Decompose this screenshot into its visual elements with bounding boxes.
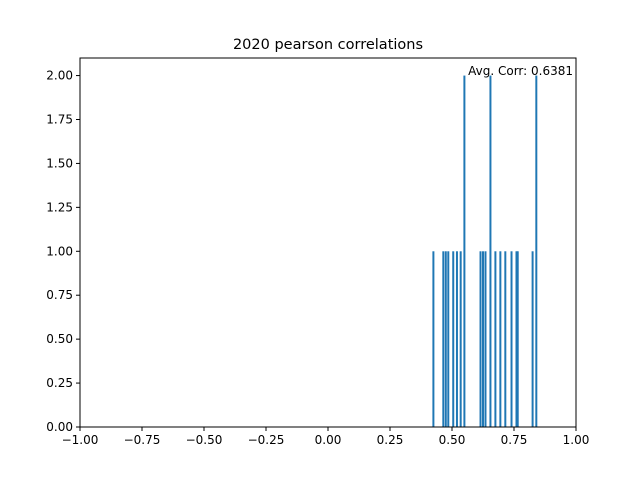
histogram-bar: [516, 251, 519, 427]
y-tick-label: 0.25: [46, 376, 73, 390]
histogram-bar: [442, 251, 445, 427]
histogram-bar: [479, 251, 482, 427]
chart-title: 2020 pearson correlations: [233, 37, 423, 53]
histogram-bar: [504, 251, 507, 427]
histogram-bar: [455, 251, 458, 427]
x-tick-label: −1.00: [62, 433, 99, 447]
histogram-bar: [484, 251, 487, 427]
histogram-bar: [463, 75, 466, 427]
histogram-bar: [482, 251, 484, 427]
histogram-bar: [489, 75, 492, 427]
x-tick-label: 0.75: [501, 433, 528, 447]
y-axis-ticks: 0.00 0.25 0.50 0.75 1.00 1.25 1.50 1.75 2.00: [46, 69, 80, 434]
histogram-bar: [494, 251, 497, 427]
histogram-bar: [531, 251, 534, 427]
bars-group: [432, 75, 538, 427]
avg-corr-annotation: Avg. Corr: 0.6381: [468, 64, 573, 78]
y-tick-label: 0.50: [46, 332, 73, 346]
y-tick-label: 1.00: [46, 244, 73, 258]
x-tick-label: −0.75: [124, 433, 161, 447]
y-tick-label: 0.00: [46, 420, 73, 434]
histogram-bar: [444, 251, 447, 427]
histogram-bar: [535, 75, 538, 427]
y-tick-label: 1.75: [46, 113, 73, 127]
x-tick-label: −0.50: [186, 433, 223, 447]
histogram-bar: [459, 251, 462, 427]
x-tick-label: −0.25: [248, 433, 285, 447]
x-tick-label: 0.50: [439, 433, 466, 447]
histogram-bar: [452, 251, 455, 427]
y-tick-label: 2.00: [46, 69, 73, 83]
y-tick-label: 0.75: [46, 288, 73, 302]
histogram-bar: [447, 251, 450, 427]
histogram-bar: [499, 251, 502, 427]
histogram-bar: [510, 251, 513, 427]
x-tick-label: 0.00: [315, 433, 342, 447]
y-tick-label: 1.25: [46, 200, 73, 214]
y-tick-label: 1.50: [46, 156, 73, 170]
x-tick-label: 1.00: [563, 433, 590, 447]
x-tick-label: 0.25: [377, 433, 404, 447]
histogram-bar: [432, 251, 435, 427]
histogram-bar: [515, 251, 518, 427]
x-axis-ticks: −1.00 −0.75 −0.50 −0.25 0.00 0.25 0.50 0.75 1.00: [62, 427, 590, 447]
